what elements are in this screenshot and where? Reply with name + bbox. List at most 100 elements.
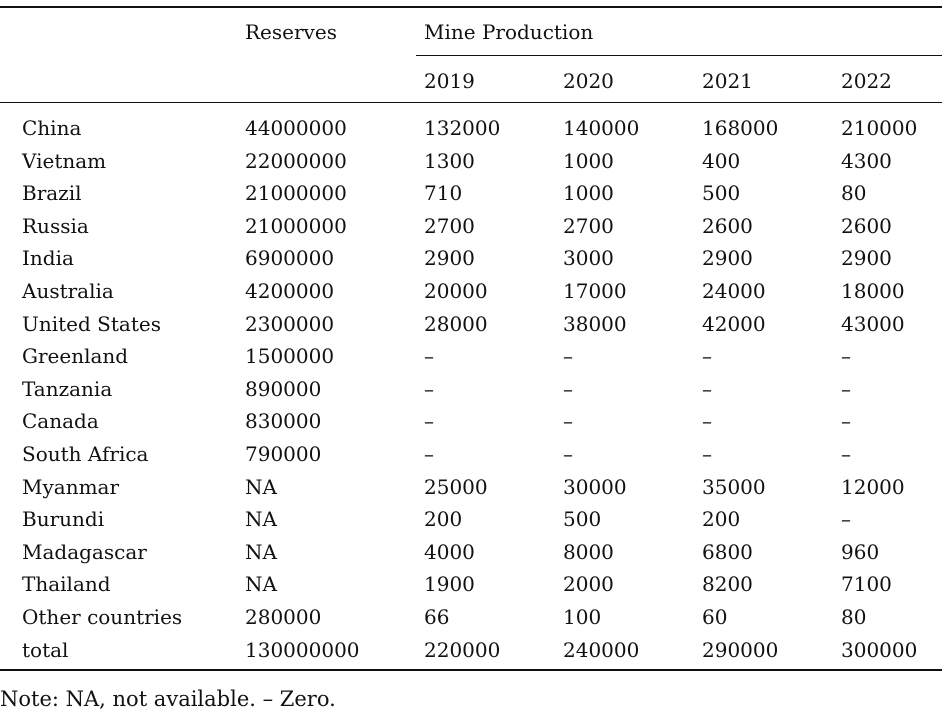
cell-2022: 80	[841, 181, 867, 206]
cell-reserves: 280000	[245, 605, 322, 629]
cell-2021: –	[702, 442, 712, 466]
table-note: Note: NA, not available. – Zero.	[0, 687, 336, 711]
cell-reserves: 1500000	[245, 344, 335, 369]
table-row: Tanzania 890000 – – – –	[0, 377, 942, 410]
cell-2021: 2900	[702, 246, 753, 271]
cell-country: Madagascar	[22, 539, 147, 564]
cell-2020: 8000	[563, 539, 614, 564]
cell-country: China	[22, 116, 82, 140]
table-row: Canada 830000 – – – –	[0, 409, 942, 442]
cell-country: Burundi	[22, 507, 105, 532]
cell-2022: 2600	[841, 213, 892, 238]
cell-reserves: 6900000	[245, 246, 335, 271]
header-reserves: Reserves	[245, 20, 337, 44]
table-row: Brazil 21000000 710 1000 500 80	[0, 181, 942, 214]
cell-2021: 60	[702, 605, 728, 629]
cell-2021: –	[702, 376, 712, 401]
cell-2020: 30000	[563, 474, 627, 499]
cell-2019: –	[424, 376, 434, 401]
cell-2021: 42000	[702, 311, 766, 336]
cell-2022: –	[841, 376, 851, 401]
cell-2019: 66	[424, 605, 450, 629]
cell-2020: 500	[563, 507, 602, 532]
cell-country: Other countries	[22, 605, 183, 629]
cell-2022: 43000	[841, 311, 905, 336]
table-row: Madagascar NA 4000 8000 6800 960	[0, 540, 942, 573]
cell-2020: 2700	[563, 213, 614, 238]
table-row: Greenland 1500000 – – – –	[0, 344, 942, 377]
cell-2020: –	[563, 409, 573, 434]
cell-country: Brazil	[22, 181, 82, 206]
cell-reserves: 790000	[245, 442, 322, 466]
cell-2020: –	[563, 442, 573, 466]
table-row: Myanmar NA 25000 30000 35000 12000	[0, 475, 942, 508]
cell-2020: 17000	[563, 279, 627, 303]
cell-reserves: 4200000	[245, 279, 335, 303]
cell-2019: 28000	[424, 311, 488, 336]
cell-2019: 2700	[424, 213, 475, 238]
cell-2022: 4300	[841, 148, 892, 173]
cell-2022: 7100	[841, 572, 892, 597]
cell-2020: 140000	[563, 116, 640, 140]
cell-2022: –	[841, 344, 851, 369]
table-row: Burundi NA 200 500 200 –	[0, 507, 942, 540]
cell-2020: 100	[563, 605, 602, 629]
table-row: Other countries 280000 66 100 60 80	[0, 605, 942, 638]
cell-reserves: 21000000	[245, 213, 347, 238]
cell-country: Greenland	[22, 344, 129, 369]
cell-2019: 2900	[424, 246, 475, 271]
cell-2019: 132000	[424, 116, 501, 140]
cell-2021: 400	[702, 148, 741, 173]
cell-2022: –	[841, 409, 851, 434]
table-row: Vietnam 22000000 1300 1000 400 4300	[0, 149, 942, 182]
cell-2019: –	[424, 409, 434, 434]
cell-2021: 200	[702, 507, 741, 532]
header-year-2021: 2021	[702, 69, 753, 93]
table-row: India 6900000 2900 3000 2900 2900	[0, 246, 942, 279]
header-year-2019: 2019	[424, 69, 475, 93]
cell-2021: 24000	[702, 279, 766, 303]
cell-reserves: 2300000	[245, 311, 335, 336]
header-year-2022: 2022	[841, 69, 892, 93]
cell-reserves: NA	[245, 474, 277, 499]
header-bottom-rule	[0, 102, 942, 103]
cell-country: Tanzania	[22, 376, 113, 401]
cell-reserves: NA	[245, 572, 277, 597]
cell-2021: 6800	[702, 539, 753, 564]
cell-2019: 220000	[424, 637, 501, 662]
cell-2021: 168000	[702, 116, 779, 140]
cell-reserves: NA	[245, 539, 277, 564]
cell-country: Russia	[22, 213, 89, 238]
cell-country: Australia	[22, 279, 114, 303]
cell-reserves: 890000	[245, 376, 322, 401]
header-mine-production: Mine Production	[424, 20, 594, 44]
cell-2022: –	[841, 507, 851, 532]
table-row: Thailand NA 1900 2000 8200 7100	[0, 572, 942, 605]
cell-reserves: 44000000	[245, 116, 347, 140]
cell-2022: 18000	[841, 279, 905, 303]
cell-2019: 1300	[424, 148, 475, 173]
cell-2021: –	[702, 344, 712, 369]
cell-2022: 300000	[841, 637, 918, 662]
cell-2019: 20000	[424, 279, 488, 303]
cell-2022: –	[841, 442, 851, 466]
cell-2020: 1000	[563, 148, 614, 173]
table-row: China 44000000 132000 140000 168000 210000	[0, 116, 942, 149]
table-row: total 130000000 220000 240000 290000 300000	[0, 638, 942, 671]
cell-reserves: NA	[245, 507, 277, 532]
cell-2019: 4000	[424, 539, 475, 564]
cell-country: South Africa	[22, 442, 149, 466]
cell-2020: 240000	[563, 637, 640, 662]
table-row: South Africa 790000 – – – –	[0, 442, 942, 475]
cell-2020: –	[563, 344, 573, 369]
cell-2022: 2900	[841, 246, 892, 271]
cell-2019: 25000	[424, 474, 488, 499]
cell-2021: 2600	[702, 213, 753, 238]
table-row: Australia 4200000 20000 17000 24000 18000	[0, 279, 942, 312]
cell-reserves: 830000	[245, 409, 322, 434]
mine-production-rule	[416, 55, 942, 56]
cell-2021: 290000	[702, 637, 779, 662]
cell-2022: 960	[841, 539, 880, 564]
cell-2019: –	[424, 442, 434, 466]
cell-2020: 3000	[563, 246, 614, 271]
